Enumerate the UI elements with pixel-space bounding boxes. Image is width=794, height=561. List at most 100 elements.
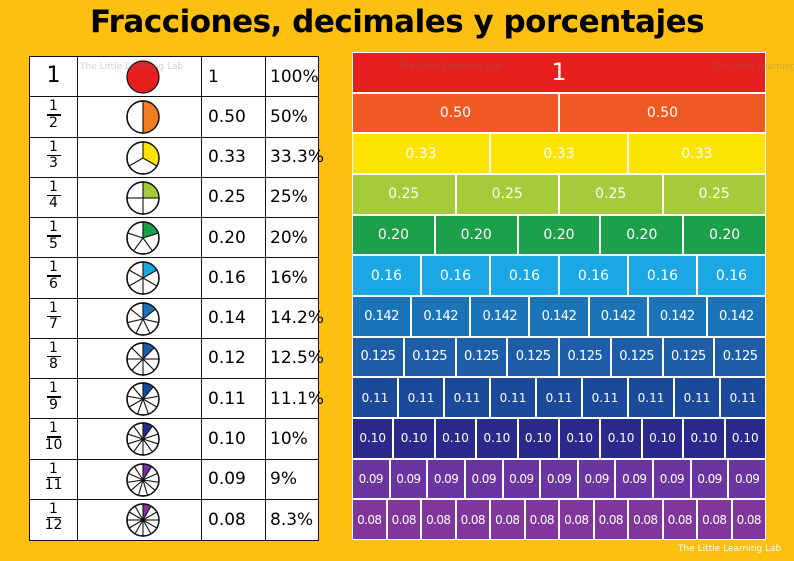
page-title: Fracciones, decimales y porcentajes — [89, 4, 705, 40]
percent-cell: 25% — [266, 178, 318, 217]
wall-brick: 0.125 — [455, 336, 508, 378]
pie-cell — [78, 218, 202, 258]
pie-border — [126, 382, 160, 416]
fraction-cell: 1 12 — [30, 499, 78, 540]
decimal-value: 0.14 — [208, 308, 246, 329]
table-row: 1 5 0.20 20% — [30, 218, 318, 259]
pie-divider — [134, 519, 144, 534]
pie-slice — [143, 302, 156, 319]
wall-brick: 0.09 — [615, 458, 654, 500]
pie-cell — [78, 499, 202, 540]
wall-brick: 0.09 — [427, 458, 465, 500]
wall-brick: 0.16 — [628, 255, 697, 296]
decimal-cell: 0.16 — [202, 258, 266, 298]
table-row: 1 7 0.14 14.2% — [30, 298, 324, 339]
pie-divider — [133, 425, 144, 440]
pie-divider — [142, 438, 153, 453]
wall-brick: 0.11 — [582, 377, 628, 418]
pie-divider — [142, 386, 154, 400]
fraction-pie-icon — [126, 342, 160, 376]
percent-value: 9% — [270, 469, 297, 490]
pie-divider — [142, 438, 159, 445]
pie-divider — [137, 398, 144, 415]
pie-border — [126, 301, 160, 336]
wall-brick: 0.10 — [393, 418, 435, 459]
percent-value: 16% — [270, 267, 308, 288]
table-row: 1 9 0.11 11.1% — [30, 379, 325, 420]
pie-divider — [128, 277, 144, 287]
percent-cell: 100% — [266, 57, 319, 96]
wall-row: 0.142 0.142 0.142 0.142 0.142 0.142 0.142 — [352, 296, 766, 337]
wall-brick: 0.20 — [434, 214, 518, 256]
percent-cell: 8.3% — [266, 500, 318, 540]
pie-cell — [78, 419, 202, 459]
fraction-numerator: 1 — [49, 460, 58, 477]
fraction-pie-icon — [126, 382, 160, 416]
percent-value: 10% — [270, 428, 308, 449]
wall-brick: 0.11 — [720, 377, 766, 418]
wall-row: 0.11 0.11 0.11 0.11 0.11 0.11 0.11 0.11 0.11 — [352, 377, 766, 418]
wall-brick: 0.20 — [683, 214, 766, 256]
pie-divider — [142, 398, 149, 415]
fraction-cell: 1 10 — [30, 419, 78, 459]
table-row: 1 12 0.08 8.3% — [30, 499, 318, 540]
decimal-value: 0.08 — [208, 509, 246, 530]
wall-brick: 0.11 — [674, 377, 720, 418]
fraction-denominator: 10 — [44, 436, 63, 453]
pie-border — [126, 140, 160, 175]
wall-brick: 0.11 — [490, 377, 536, 418]
percent-value: 11.1% — [270, 388, 325, 409]
decimal-cell: 0.09 — [202, 459, 266, 499]
wall-brick: 0.33 — [628, 133, 766, 174]
fraction-wall: 1 0.50 0.50 0.33 0.33 0.33 0.25 0.25 0.25 0.25 0.2… — [352, 52, 766, 540]
wall-brick: 0.08 — [559, 499, 594, 540]
pie-divider — [142, 465, 153, 480]
wall-brick: 0.10 — [476, 418, 518, 459]
pie-divider — [142, 157, 158, 166]
pie-divider — [142, 318, 151, 334]
watermark-text: The Little Learning Lab — [712, 62, 794, 72]
decimal-value: 0.09 — [208, 469, 246, 490]
pie-border — [126, 422, 160, 456]
fraction-bar — [46, 516, 61, 519]
pie-slice — [143, 383, 154, 399]
pie-border — [126, 462, 160, 497]
wall-brick: 0.11 — [398, 377, 444, 418]
pie-divider — [142, 308, 156, 319]
wall-brick: 0.125 — [403, 336, 456, 378]
fraction-bar — [46, 355, 61, 358]
wall-row: 0.10 0.10 0.10 0.10 0.10 0.10 0.10 0.10 0.10 0.10 — [352, 418, 766, 459]
wall-row: 0.50 0.50 — [352, 92, 766, 134]
wall-brick: 0.50 — [352, 92, 559, 134]
percent-cell: 16% — [266, 258, 318, 297]
decimal-cell: 0.33 — [202, 137, 266, 177]
decimal-value: 0.50 — [208, 106, 246, 127]
wall-brick: 0.08 — [593, 499, 628, 540]
wall-brick: 0.125 — [714, 336, 766, 378]
pie-divider — [137, 479, 144, 496]
wall-brick: 0.125 — [610, 336, 663, 378]
wall-brick: 0.33 — [352, 133, 490, 174]
wall-brick: 0.11 — [628, 377, 674, 418]
fraction-numerator: 1 — [49, 299, 58, 316]
wall-brick: 0.09 — [728, 458, 766, 500]
fraction-numerator: 1 — [49, 138, 58, 155]
pie-divider — [142, 479, 156, 491]
wall-brick: 0.142 — [588, 296, 648, 337]
decimal-value: 0.10 — [208, 428, 246, 449]
pie-divider — [142, 425, 153, 440]
table-row: 1 1 100% — [30, 57, 319, 98]
table-row: 1 2 0.50 50% — [30, 97, 318, 138]
wall-brick: 0.142 — [352, 296, 412, 337]
wall-row: 1 — [352, 52, 766, 93]
wall-brick: 0.20 — [352, 214, 435, 256]
percent-cell: 12.5% — [266, 339, 324, 378]
table-row: 1 11 0.09 9% — [30, 459, 318, 500]
